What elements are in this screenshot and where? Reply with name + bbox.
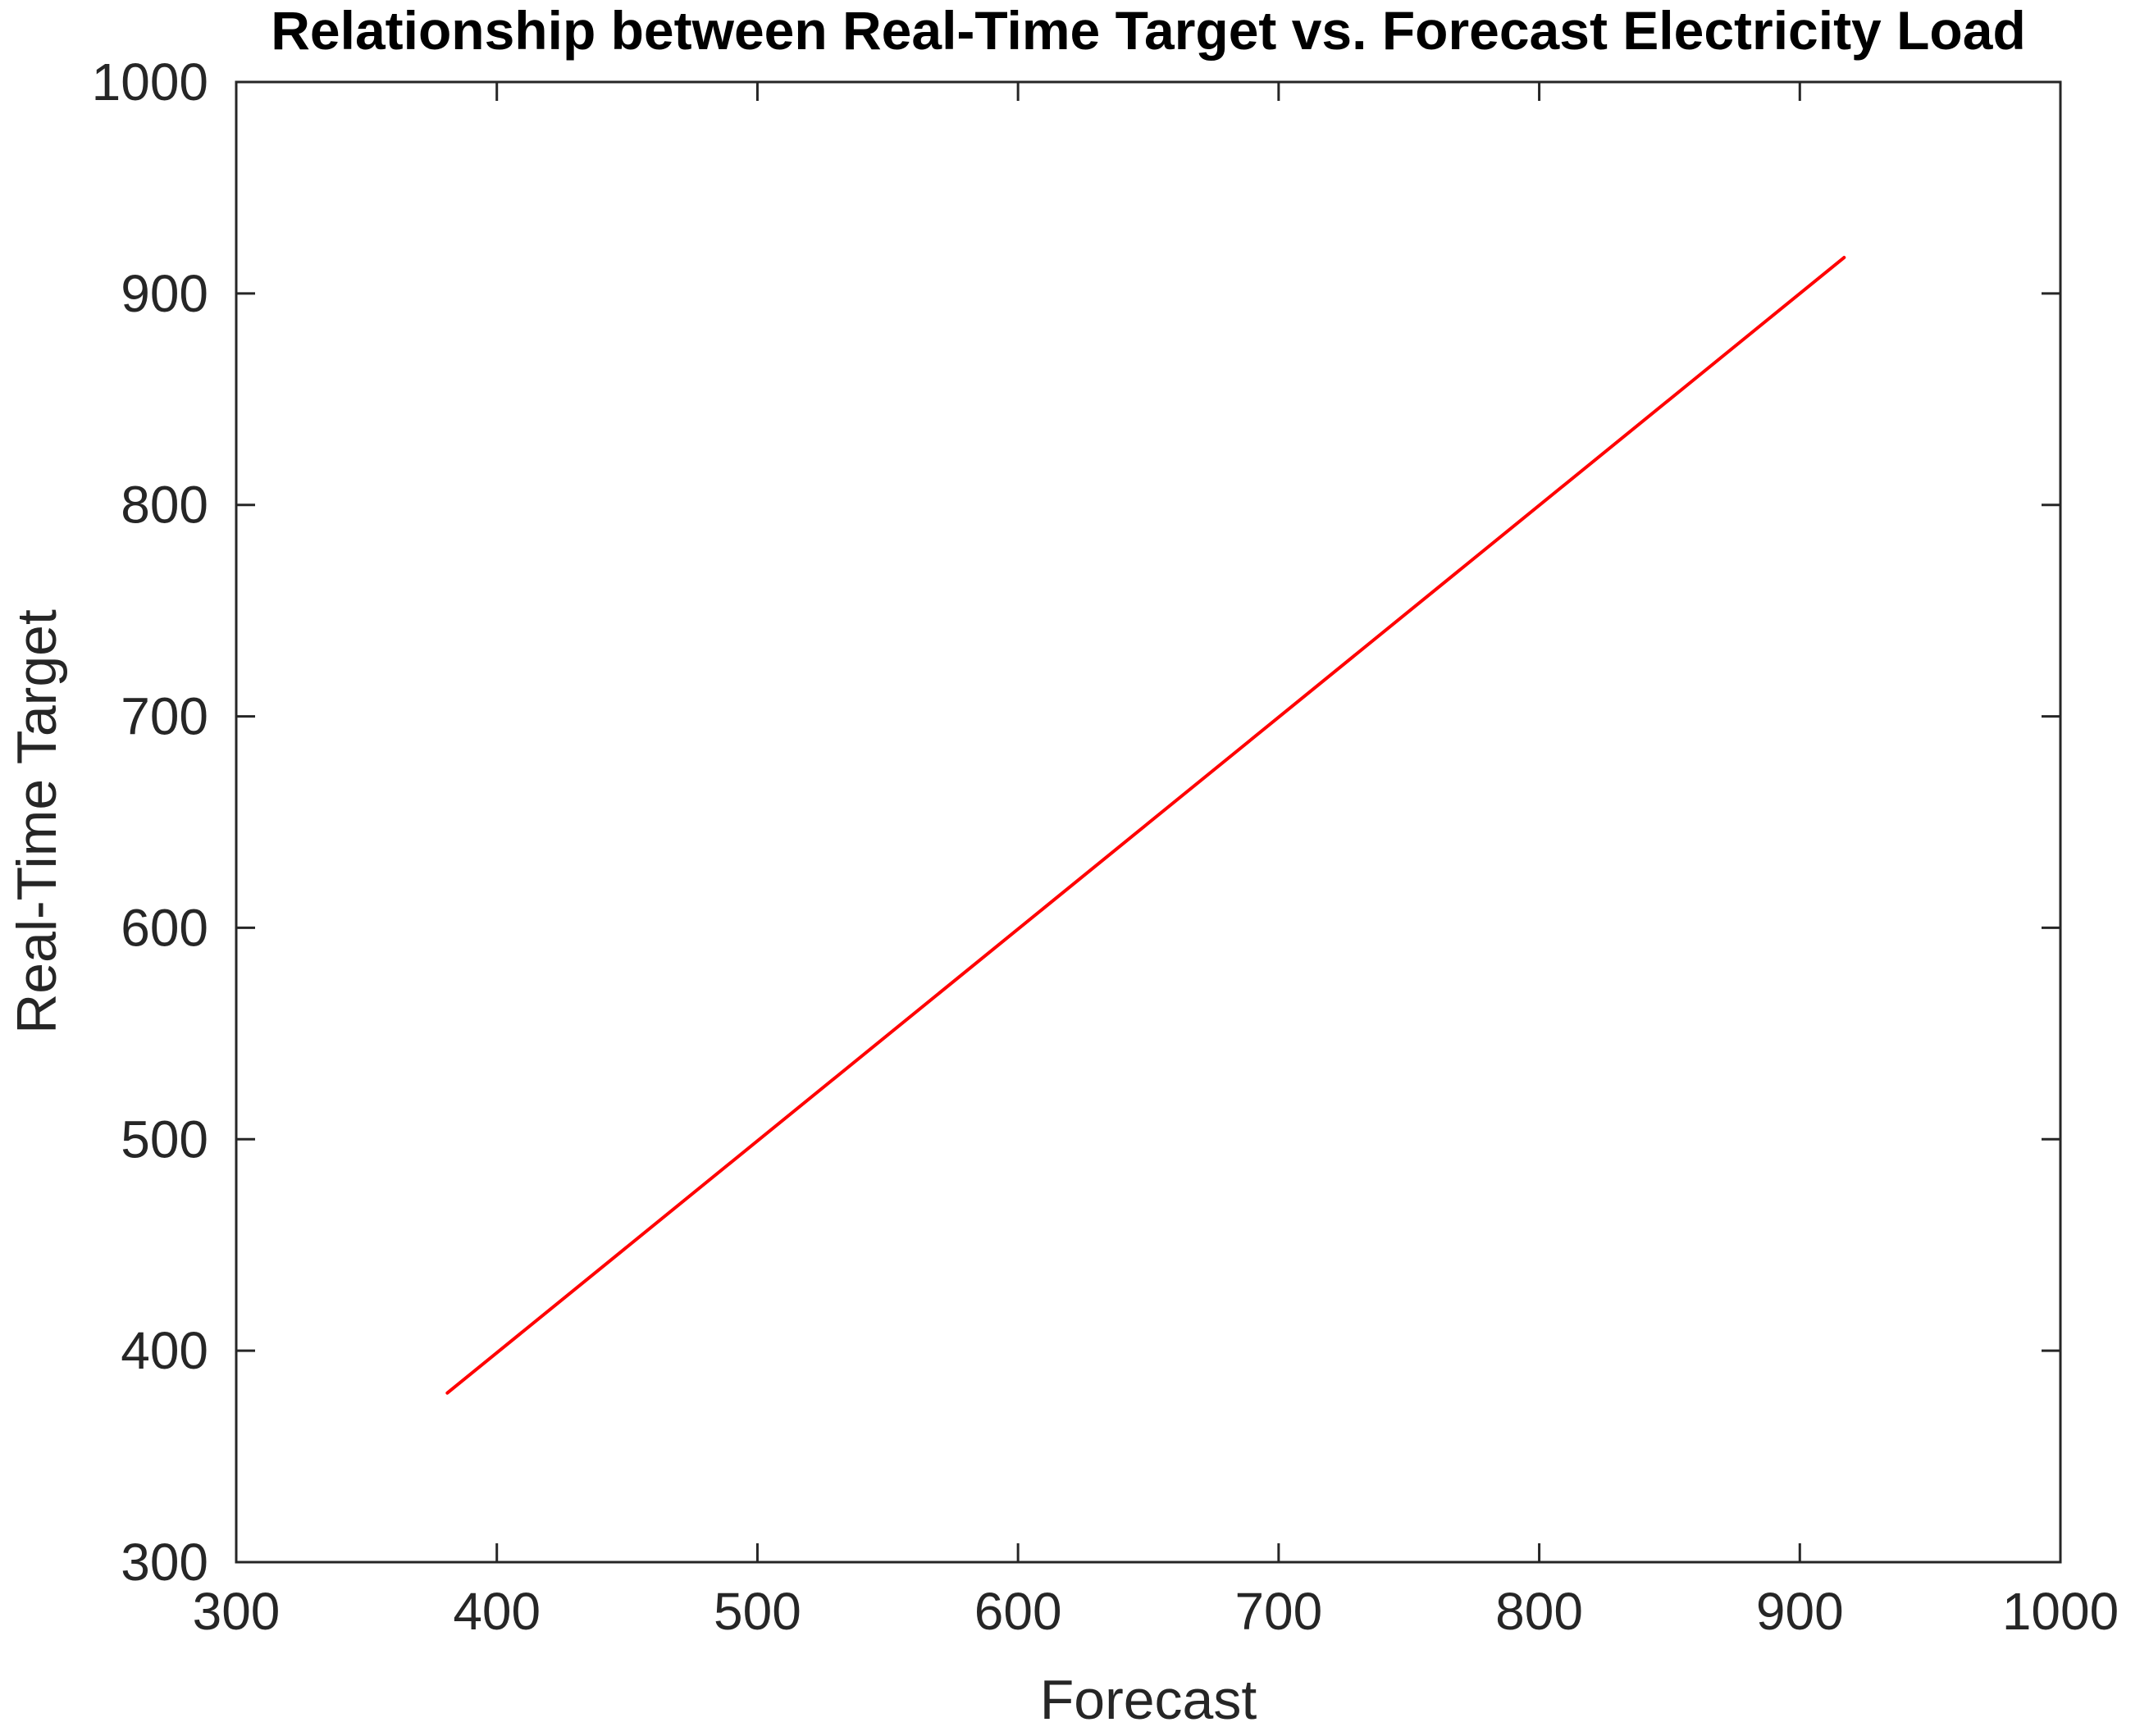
y-tick-label: 600 xyxy=(121,898,208,957)
y-tick-label: 400 xyxy=(121,1321,208,1380)
series-line-fit-line xyxy=(445,256,1846,1395)
x-tick-label: 400 xyxy=(453,1582,541,1641)
x-tick-label: 700 xyxy=(1234,1582,1322,1641)
x-tick-label: 600 xyxy=(974,1582,1062,1641)
y-tick-label: 700 xyxy=(121,687,208,746)
chart-title: Relationship between Real-Time Target vs… xyxy=(271,0,2026,61)
x-tick-label: 300 xyxy=(193,1582,281,1641)
y-tick-label: 900 xyxy=(121,264,208,323)
plot-box xyxy=(235,80,2062,1564)
y-tick-label: 500 xyxy=(121,1109,208,1169)
x-tick-label: 900 xyxy=(1756,1582,1844,1641)
x-tick-label: 800 xyxy=(1495,1582,1583,1641)
y-tick-label: 800 xyxy=(121,476,208,535)
y-tick-label: 1000 xyxy=(92,52,208,112)
x-tick-label: 1000 xyxy=(2002,1582,2119,1641)
y-tick-label: 300 xyxy=(121,1533,208,1592)
x-axis-label: Forecast xyxy=(1039,1669,1257,1731)
x-tick-label: 500 xyxy=(714,1582,801,1641)
